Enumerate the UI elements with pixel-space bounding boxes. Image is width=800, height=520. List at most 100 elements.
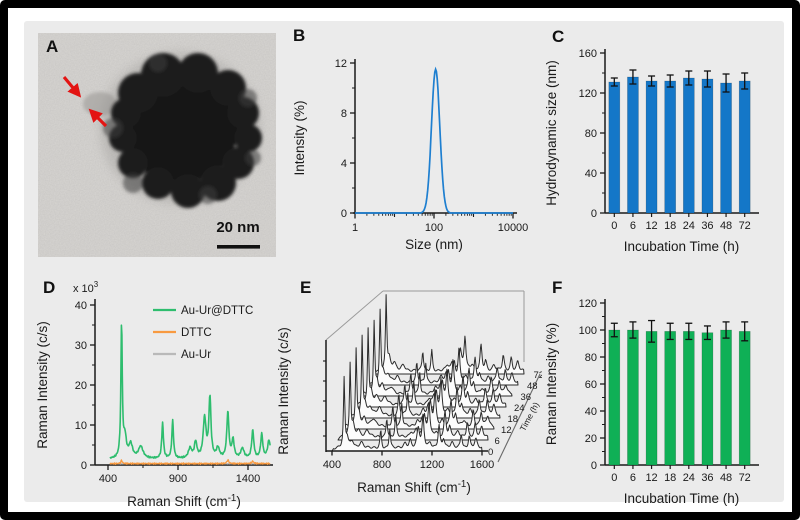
- scale-label: x 103: [73, 280, 99, 295]
- bar-12h: [645, 331, 658, 466]
- legend-label-Au-Ur@DTTC: Au-Ur@DTTC: [181, 305, 253, 317]
- time-label: 12: [501, 425, 512, 436]
- x-tick-label: 1400: [236, 473, 260, 485]
- x-axis-title: Incubation Time (h): [624, 491, 740, 506]
- panel-b-dls: B 0 4 8 12 1 100 10000 Size (nm) Intensity (%): [280, 23, 540, 267]
- x-tick-label: 24: [683, 220, 695, 232]
- x-tick-label: 100: [425, 222, 443, 234]
- x-tick-label: 0: [611, 220, 617, 232]
- bar-6h: [627, 329, 639, 466]
- tick-label: 0: [591, 208, 597, 220]
- bar-18h: [664, 331, 676, 466]
- x-tick-label: 12: [645, 220, 657, 232]
- bar-0h: [608, 329, 621, 466]
- y-axis-title: Raman Intensity (c/s): [35, 321, 50, 449]
- bar-72h: [738, 80, 751, 214]
- trace-24h: [355, 327, 507, 408]
- raman-stability-chart: 0 20 40 60 80 100 120 0 6 12 18 24 36 48 72 Incubation …: [544, 298, 759, 506]
- bar-18h: [664, 80, 676, 214]
- panel-f-raman-bars: F 0 20 40 60 80 100 120 0 6 12 18 24 36 48 72 Incubatio…: [542, 270, 784, 520]
- bar-48h: [720, 82, 732, 214]
- x-tick-label: 6: [630, 472, 636, 484]
- curve-DTTC: [109, 458, 271, 466]
- time-label: 0: [488, 447, 493, 458]
- tick-label: 80: [585, 128, 597, 140]
- tick-label: 100: [579, 325, 597, 337]
- curve-Au-Ur@DTTC: [109, 324, 271, 459]
- bar-6h: [627, 76, 639, 214]
- x-tick-label: 72: [739, 472, 751, 484]
- panel-a-tem: A: [38, 33, 276, 257]
- trace-12h: [343, 347, 495, 430]
- x-tick-label: 900: [169, 473, 187, 485]
- frame-diagonal: [325, 290, 384, 341]
- tick-label: 12: [335, 58, 347, 70]
- x-tick-label: 18: [664, 220, 676, 232]
- panel-e-waterfall: E 400 800 1200 1600 0 6 12 18 24 36 48 72 Time (h) Ra…: [274, 266, 542, 520]
- x-axis-title: Raman Shift (cm-1): [127, 493, 241, 509]
- bar-36h: [701, 332, 714, 466]
- tick-label: 120: [579, 298, 597, 310]
- x-tick-label: 72: [739, 220, 751, 232]
- x-tick-label: 48: [720, 220, 732, 232]
- x-tick-label: 800: [373, 459, 391, 471]
- trace-72h: [373, 294, 525, 375]
- tick-label: 4: [341, 158, 347, 170]
- x-axis-title: Size (nm): [405, 237, 463, 252]
- x-tick-label: 12: [645, 472, 657, 484]
- time-label: 18: [508, 414, 519, 425]
- y-axis-title: Intensity (%): [292, 100, 307, 175]
- tick-label: 160: [579, 48, 597, 60]
- panel-c-label: C: [552, 27, 565, 46]
- x-tick-label: 6: [630, 220, 636, 232]
- tem-image: 20 nm: [38, 33, 276, 257]
- trace-18h: [349, 334, 501, 419]
- time-label: 48: [527, 381, 538, 392]
- tick-label: 10: [75, 420, 87, 432]
- panel-e-label: E: [300, 278, 312, 297]
- shell-arrow-upper: [62, 75, 82, 98]
- time-label: 24: [514, 403, 525, 414]
- bar-24h: [683, 77, 695, 214]
- x-tick-label: 1200: [420, 459, 444, 471]
- scale-bar-line: [217, 245, 260, 249]
- bar-36h: [701, 78, 714, 214]
- figure-inner: A: [8, 8, 792, 512]
- panel-a-label: A: [46, 37, 59, 56]
- nanoparticle: [103, 53, 262, 208]
- bar-24h: [683, 331, 695, 466]
- y-axis-title: Hydrodynamic size (nm): [544, 60, 559, 206]
- time-label: 36: [521, 392, 532, 403]
- x-axis-title: Raman Shift (cm-1): [357, 479, 471, 495]
- tick-label: 0: [81, 460, 87, 472]
- x-tick-label: 1600: [470, 459, 494, 471]
- tick-label: 8: [341, 108, 347, 120]
- tick-label: 40: [585, 406, 597, 418]
- time-label: 72: [534, 370, 543, 381]
- time-label: 6: [495, 436, 500, 447]
- tick-label: 40: [585, 168, 597, 180]
- y-axis-title: Raman Intensity (c/s): [276, 327, 291, 455]
- x-tick-label: 1: [352, 222, 358, 234]
- panel-d-label: D: [43, 278, 56, 297]
- x-tick-label: 10000: [498, 222, 529, 234]
- trace-48h: [367, 308, 519, 386]
- tick-label: 20: [585, 433, 597, 445]
- tick-label: 40: [75, 300, 87, 312]
- y-axis-title: Raman Intensity (%): [544, 323, 559, 445]
- trace-6h: [337, 361, 489, 441]
- tick-label: 0: [341, 208, 347, 220]
- x-tick-label: 24: [683, 472, 695, 484]
- x-tick-label: 36: [701, 472, 713, 484]
- raman-spectra-chart: 0 10 20 30 40 400 900 1400 x 103 Au-Ur@DTTC DTTC Au…: [35, 280, 273, 509]
- x-tick-label: 36: [701, 220, 713, 232]
- hydrodynamic-size-chart: 0 40 80 120 160 0 6 12 18 24 36 48 72 Incubation Time…: [544, 48, 759, 254]
- x-tick-label: 18: [664, 472, 676, 484]
- dls-intensity-chart: 0 4 8 12 1 100 10000 Size (nm) Intensity (%): [292, 58, 529, 252]
- legend-label-Au-Ur: Au-Ur: [181, 349, 211, 361]
- tick-label: 20: [75, 380, 87, 392]
- panel-b-label: B: [293, 26, 306, 45]
- x-tick-label: 400: [323, 459, 341, 471]
- bar-12h: [645, 80, 658, 214]
